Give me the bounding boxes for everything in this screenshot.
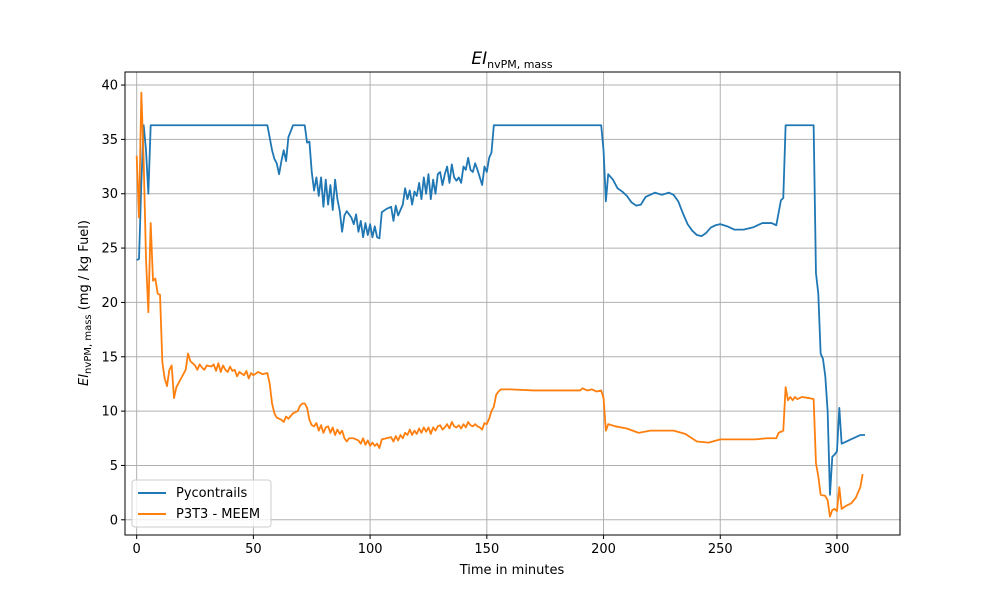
legend-box [131, 479, 272, 528]
y-tick-label: 15 [101, 350, 118, 365]
legend-label-pycontrails: Pycontrails [176, 486, 248, 501]
y-tick-label: 40 [101, 79, 118, 94]
x-tick-label: 100 [358, 542, 383, 557]
y-tick-label: 5 [110, 459, 118, 474]
x-tick-label: 0 [133, 542, 141, 557]
x-tick-label: 50 [245, 542, 262, 557]
x-tick-label: 300 [825, 542, 850, 557]
series-layer [135, 91, 865, 518]
chart-title-sub: nvPM, mass [487, 58, 553, 71]
y-tick-label: 0 [110, 513, 118, 528]
axis-ticks: 0 50 100 150 200 250 300 0 5 10 15 20 25 30 35 40 [101, 79, 849, 557]
chart-title-main: EI [471, 49, 487, 69]
series-line-p3t3-meem [135, 91, 864, 518]
legend-label-p3t3-meem: P3T3 - MEEM [176, 507, 260, 522]
y-tick-label: 25 [101, 242, 118, 257]
y-tick-label: 20 [101, 296, 118, 311]
y-tick-label: 30 [101, 187, 118, 202]
chart-title: EInvPM, mass [471, 49, 553, 71]
y-axis-label-units: (mg / kg Fuel) [77, 220, 92, 314]
x-axis-label: Time in minutes [459, 563, 565, 578]
plot-frame [124, 71, 901, 536]
x-tick-label: 150 [474, 542, 499, 557]
y-tick-label: 35 [101, 133, 118, 148]
y-axis-label: EInvPM, mass (mg / kg Fuel) [77, 220, 94, 386]
x-tick-label: 200 [591, 542, 616, 557]
x-tick-label: 250 [708, 542, 733, 557]
y-tick-label: 10 [101, 405, 118, 420]
y-axis-label-sub: nvPM, mass [83, 314, 94, 374]
legend: Pycontrails P3T3 - MEEM [131, 479, 272, 528]
series-line-pycontrails [136, 124, 865, 496]
y-axis-label-main: EI [77, 374, 92, 386]
